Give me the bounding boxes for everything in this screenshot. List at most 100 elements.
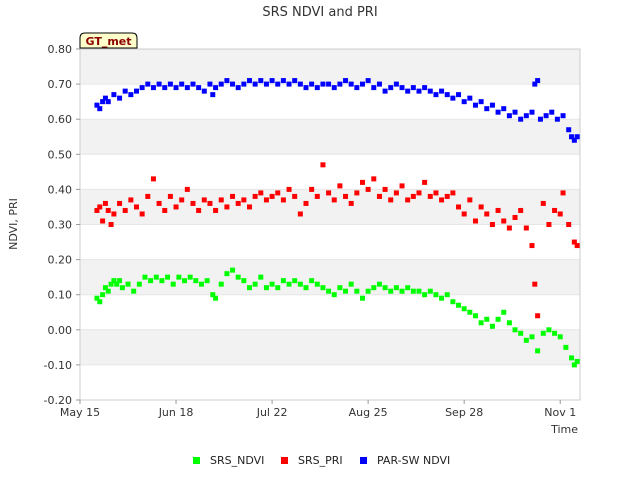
data-point bbox=[235, 200, 241, 206]
data-point bbox=[422, 292, 428, 298]
data-point bbox=[292, 278, 298, 284]
data-point bbox=[269, 78, 275, 84]
y-tick-label: 0.30 bbox=[48, 219, 73, 232]
data-point bbox=[117, 200, 123, 206]
data-point bbox=[252, 193, 258, 199]
gt-met-badge: GT_met bbox=[79, 32, 138, 49]
chart-title: SRS NDVI and PRI bbox=[262, 5, 377, 20]
legend-swatch bbox=[193, 457, 200, 464]
data-point bbox=[523, 113, 529, 119]
data-point bbox=[173, 204, 179, 210]
data-point bbox=[297, 281, 303, 287]
data-point bbox=[258, 78, 264, 84]
data-point bbox=[150, 85, 156, 91]
data-point bbox=[326, 288, 332, 294]
data-point bbox=[337, 285, 343, 291]
data-point bbox=[193, 278, 199, 284]
data-point bbox=[224, 271, 230, 277]
plot-band bbox=[80, 154, 580, 190]
data-point bbox=[170, 281, 176, 287]
data-point bbox=[382, 186, 388, 192]
data-point bbox=[179, 81, 185, 87]
data-point bbox=[444, 193, 450, 199]
x-tick-label: Sep 28 bbox=[445, 406, 483, 419]
data-point bbox=[557, 211, 563, 217]
data-point bbox=[252, 81, 258, 87]
y-tick-label: 0.20 bbox=[48, 254, 73, 267]
data-point bbox=[574, 358, 580, 364]
data-point bbox=[100, 292, 106, 298]
data-point bbox=[523, 337, 529, 343]
data-point bbox=[280, 278, 286, 284]
data-point bbox=[554, 116, 560, 122]
x-tick-label: May 15 bbox=[60, 406, 100, 419]
data-point bbox=[416, 88, 422, 94]
data-point bbox=[196, 85, 202, 91]
data-point bbox=[331, 292, 337, 298]
plot-band bbox=[80, 364, 580, 400]
y-tick-label: 0.10 bbox=[48, 289, 73, 302]
data-point bbox=[343, 288, 349, 294]
data-point bbox=[230, 81, 236, 87]
data-point bbox=[176, 274, 182, 280]
data-point bbox=[280, 78, 286, 84]
data-point bbox=[405, 285, 411, 291]
data-point bbox=[303, 285, 309, 291]
data-point bbox=[314, 85, 320, 91]
y-tick-label: 0.40 bbox=[48, 183, 73, 196]
y-tick-label: 0.70 bbox=[48, 78, 73, 91]
data-point bbox=[543, 113, 549, 119]
data-point bbox=[297, 211, 303, 217]
data-point bbox=[410, 85, 416, 91]
data-point bbox=[450, 190, 456, 196]
data-point bbox=[184, 85, 190, 91]
legend-label: SRS_NDVI bbox=[210, 454, 264, 467]
data-point bbox=[142, 274, 148, 280]
data-point bbox=[376, 193, 382, 199]
data-point bbox=[150, 176, 156, 182]
legend-swatch bbox=[360, 457, 367, 464]
legend: SRS_NDVI SRS_PRI PAR-SW NDVI bbox=[193, 454, 450, 467]
data-point bbox=[246, 78, 252, 84]
data-point bbox=[145, 193, 151, 199]
data-point bbox=[145, 81, 151, 87]
data-point bbox=[100, 218, 106, 224]
data-point bbox=[359, 179, 365, 185]
data-point bbox=[506, 320, 512, 326]
data-point bbox=[125, 281, 131, 287]
data-point bbox=[376, 281, 382, 287]
data-point bbox=[122, 207, 128, 213]
data-point bbox=[552, 207, 558, 213]
data-point bbox=[467, 95, 473, 101]
data-point bbox=[489, 222, 495, 227]
data-point bbox=[133, 88, 139, 94]
data-point bbox=[501, 218, 507, 224]
plot-band bbox=[80, 224, 580, 260]
data-point bbox=[427, 288, 433, 294]
data-point bbox=[162, 207, 168, 213]
data-point bbox=[309, 81, 315, 87]
data-point bbox=[552, 330, 558, 336]
data-point bbox=[444, 292, 450, 298]
data-point bbox=[348, 281, 354, 287]
data-point bbox=[571, 137, 577, 143]
data-point bbox=[489, 102, 495, 108]
x-axis-ticks: May 15 Jun 18 Jul 22 Aug 25 Sep 28 Nov 1 bbox=[60, 400, 576, 419]
data-point bbox=[422, 85, 428, 91]
data-points bbox=[94, 78, 580, 368]
legend-swatch bbox=[281, 457, 288, 464]
data-point bbox=[393, 190, 399, 196]
data-point bbox=[365, 78, 371, 84]
data-point bbox=[456, 204, 462, 210]
data-point bbox=[422, 179, 428, 185]
data-point bbox=[235, 85, 241, 91]
data-point bbox=[489, 323, 495, 329]
series-0 bbox=[94, 267, 580, 368]
data-point bbox=[156, 81, 162, 87]
data-point bbox=[286, 281, 292, 287]
data-point bbox=[506, 113, 512, 119]
data-point bbox=[94, 207, 100, 213]
data-point bbox=[131, 288, 137, 294]
data-point bbox=[569, 134, 575, 140]
data-point bbox=[108, 222, 114, 227]
